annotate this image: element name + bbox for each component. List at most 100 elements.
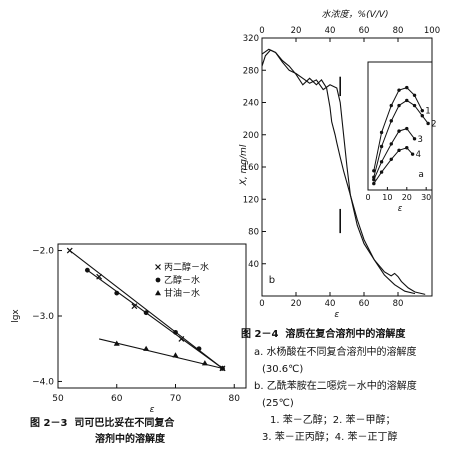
inset-data-point [405,98,409,103]
fig24-series-line [261,48,426,295]
fig23-yaxis-label: lgx [11,309,21,323]
fig23-xtick-label: 80 [229,394,241,404]
fig24-xtick-label: 0 [259,299,264,309]
fig23-caption-line2: 溶剂中的溶解度 [95,434,165,445]
fig24-caption-key1: 1. 苯－乙醇；2. 苯－甲醇； [270,415,396,426]
inset-xtick-label: 0 [365,193,370,202]
inset-data-point [389,157,393,161]
inset-series-line [373,128,415,180]
inset-data-point [397,129,401,133]
fig23-data-point [131,303,138,310]
inset-data-point [389,119,393,123]
fig24-top-tick-label: 20 [291,26,302,36]
inset-xtick-label: 10 [382,193,392,202]
inset-data-point [389,103,393,108]
inset-data-point [420,108,425,113]
fig23-data-point [172,352,179,358]
fig23-ytick-label: −3.0 [32,312,54,322]
inset-data-point [412,103,417,108]
fig24-ytick-label: 240 [243,99,259,109]
fig23-caption-line1: 司可巴比妥在不同复合 [74,418,175,429]
fig24-caption-a2: (30.6℃) [262,364,304,375]
fig23-legend-marker [155,264,161,270]
fig24-top-axis-label: 水浓度，%(V/V) [322,9,389,20]
inset-data-point [412,93,417,97]
fig23-legend-label: 丙二醇－水 [164,261,209,273]
inset-data-point [405,146,409,150]
fig24-top-tick-label: 60 [359,26,370,36]
fig24-caption: 图 2－4 溶质在复合溶剂中的溶解度 [241,327,405,343]
fig23-xtick-label: 70 [170,394,182,404]
inset-data-point [410,152,415,156]
inset-xtick-label: 20 [402,193,412,202]
fig24-caption-b1: b. 乙酰苯胺在二噁烷－水中的溶解度 [254,381,417,392]
inset-data-point [397,148,401,153]
fig24-top-tick-label: 0 [259,26,264,36]
inset-xaxis-label: ε [398,204,403,214]
fig23-fit-line [98,338,223,369]
fig23-fit-line [87,269,223,369]
inset-data-point [405,85,409,90]
fig24-xtick-label: 60 [359,299,370,309]
fig23-legend-marker [155,277,161,283]
fig24-xtick-label: 80 [393,299,404,309]
inset-data-point [379,130,384,135]
fig24-ytick-label: 80 [248,228,259,238]
fig24-title: 溶质在复合溶剂中的溶解度 [285,329,406,340]
inset-data-point [397,88,401,92]
inset-series-label: 4 [416,150,421,160]
fig23-data-point [178,335,185,342]
fig23-label: 图 2－3 [30,418,68,429]
inset-data-point [379,160,384,164]
fig23-plot-frame [57,243,247,389]
inset-data-point [372,181,376,186]
inset-data-point [389,142,393,146]
fig23-caption: 图 2－3 司可巴比妥在不同复合 [30,416,174,432]
fig24-top-tick-label: 80 [393,26,404,36]
fig23-xtick-label: 60 [111,394,123,404]
inset-data-point [379,170,384,174]
fig24-xtick-label: 40 [325,299,336,309]
fig23-data-point [143,310,149,316]
inset-data-point [412,137,417,141]
fig24-xtick-label: 20 [291,299,302,309]
fig23-ytick-label: −2.0 [32,247,54,257]
fig24-series-line [261,49,416,295]
fig23-data-point [113,340,120,346]
inset-xtick-label: 30 [421,193,431,202]
fig24-panel-label-b: b [269,275,275,286]
fig23-data-point [196,346,202,352]
inset-data-point [405,126,409,131]
fig24-caption-key2: 3. 苯－正丙醇；4. 苯－正丁醇 [262,432,398,443]
fig24-ytick-label: 200 [243,131,259,141]
fig24-ytick-label: 40 [248,260,259,270]
fig23-data-point [201,360,208,366]
fig24-top-tick-label: 40 [325,26,336,36]
inset-panel-label-a: a [418,170,424,180]
inset-data-point [379,144,384,149]
fig23-xtick-label: 50 [52,394,64,404]
fig24-yaxis-label: X, mg/ml [239,144,249,186]
fig23-data-point [219,365,226,371]
fig24-xaxis-label: ε [334,310,339,320]
inset-series-label: 3 [418,135,423,145]
fig24-ytick-label: 160 [243,163,259,173]
inset-data-point [372,178,376,182]
fig23-data-point [143,345,150,351]
fig24-caption-b2: (25℃) [262,398,294,409]
fig23-data-point [84,267,90,273]
inset-data-point [426,121,430,126]
fig24-top-tick-label: 100 [424,26,440,36]
fig23-data-point [114,290,120,296]
fig24-ytick-label: 280 [243,66,259,76]
inset-series-label: 2 [431,119,436,129]
fig23-legend-label: 乙醇－水 [164,274,200,286]
fig23-data-point [66,247,73,254]
inset-series-label: 1 [425,107,430,117]
inset-data-point [372,169,376,173]
inset-data-point [420,114,425,118]
fig24-label: 图 2－4 [241,329,279,340]
fig24-caption-a1: a. 水杨酸在不同复合溶剂中的溶解度 [254,347,417,358]
fig23-data-point [173,329,178,335]
